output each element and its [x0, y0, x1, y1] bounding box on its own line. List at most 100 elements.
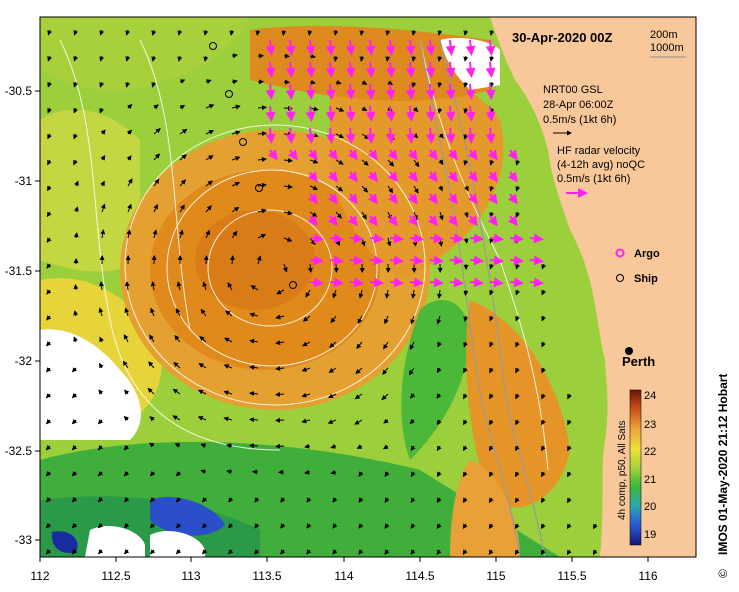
current-vector	[73, 310, 79, 317]
current-vector	[231, 104, 241, 110]
current-vector	[410, 549, 416, 555]
radar-vector	[469, 255, 484, 266]
current-vector	[333, 29, 339, 36]
current-vector	[231, 79, 238, 85]
radar-vector	[425, 39, 436, 56]
current-vector	[257, 208, 267, 214]
current-vector	[281, 29, 287, 36]
colorbar-tick: 21	[644, 474, 656, 486]
radar-vector	[465, 105, 476, 122]
current-vector	[153, 104, 159, 110]
radar-vector	[447, 193, 458, 205]
radar-vector	[265, 83, 276, 100]
colorbar-tick: 19	[644, 529, 656, 541]
current-vector	[332, 289, 338, 299]
current-vector	[149, 416, 155, 422]
argo-legend-marker	[615, 248, 625, 258]
current-vector	[410, 497, 416, 504]
radar-vector	[385, 127, 396, 144]
current-vector	[226, 443, 233, 449]
current-vector	[249, 364, 259, 370]
current-vector	[309, 53, 316, 59]
current-vector	[489, 367, 494, 374]
radar-vector	[329, 255, 344, 266]
current-vector	[275, 417, 285, 423]
current-vector	[205, 205, 212, 213]
current-vector	[359, 55, 365, 62]
current-vector	[384, 315, 389, 325]
radar-vector	[529, 233, 544, 244]
current-vector	[205, 155, 214, 161]
current-vector	[231, 182, 241, 187]
current-vector	[45, 470, 52, 477]
current-vector	[45, 418, 52, 425]
y-tick-label: -32.5	[5, 444, 33, 458]
current-vector	[437, 289, 442, 299]
current-vector	[384, 289, 390, 299]
current-vector	[177, 55, 183, 62]
current-vector	[514, 471, 520, 478]
current-vector	[149, 496, 156, 503]
current-vector	[227, 282, 233, 291]
current-vector	[71, 444, 78, 451]
radar-vector	[449, 233, 464, 244]
radar-vector	[267, 149, 278, 161]
current-vector	[200, 469, 207, 475]
radar-vector	[485, 39, 496, 56]
current-vector	[515, 159, 521, 166]
radar-legend-line1: HF radar velocity	[557, 145, 641, 157]
current-vector	[149, 334, 155, 343]
current-vector	[463, 159, 469, 166]
current-vector	[257, 234, 267, 239]
date-title: 30-Apr-2020 00Z	[512, 30, 612, 45]
current-vector	[46, 263, 52, 269]
current-vector	[151, 55, 157, 62]
current-vector	[223, 390, 233, 396]
current-vector	[126, 229, 132, 239]
x-tick-label: 112	[30, 569, 49, 583]
current-vector	[438, 159, 444, 166]
current-vector	[225, 310, 233, 317]
current-vector	[541, 393, 546, 400]
current-vector	[45, 496, 52, 503]
current-vector	[100, 154, 106, 161]
current-vector	[354, 393, 363, 400]
current-vector	[97, 548, 104, 555]
current-vector	[46, 315, 52, 321]
current-vector	[205, 229, 210, 239]
current-vector	[332, 549, 338, 555]
current-vector	[462, 497, 468, 504]
current-vector	[173, 361, 181, 369]
current-vector	[124, 389, 130, 395]
contour-200m-label: 200m	[650, 29, 678, 41]
current-vector	[358, 289, 364, 299]
current-vector	[358, 497, 364, 503]
current-vector	[126, 129, 133, 135]
radar-vector	[305, 127, 316, 144]
current-vector	[256, 255, 262, 265]
current-vector	[437, 341, 442, 348]
radar-vector	[385, 83, 396, 100]
radar-vector	[447, 171, 458, 183]
x-tick-label: 113.5	[252, 569, 281, 583]
current-vector	[282, 263, 288, 273]
radar-vector	[365, 127, 376, 144]
current-vector	[304, 443, 311, 449]
current-vector	[436, 471, 442, 478]
current-vector	[330, 469, 337, 475]
radar-vector	[349, 277, 364, 288]
current-vector	[100, 203, 106, 213]
current-vector	[249, 338, 259, 344]
radar-vector	[369, 233, 384, 244]
radar-vector	[285, 39, 296, 56]
current-vector	[198, 389, 207, 395]
current-vector	[355, 367, 363, 375]
current-vector	[99, 55, 105, 62]
current-vector	[100, 180, 105, 187]
radar-vector	[407, 193, 418, 205]
radar-vector	[509, 277, 524, 288]
radar-vector	[327, 149, 338, 161]
current-vector	[489, 289, 494, 296]
radar-vector	[445, 61, 456, 78]
current-vector	[489, 29, 495, 36]
